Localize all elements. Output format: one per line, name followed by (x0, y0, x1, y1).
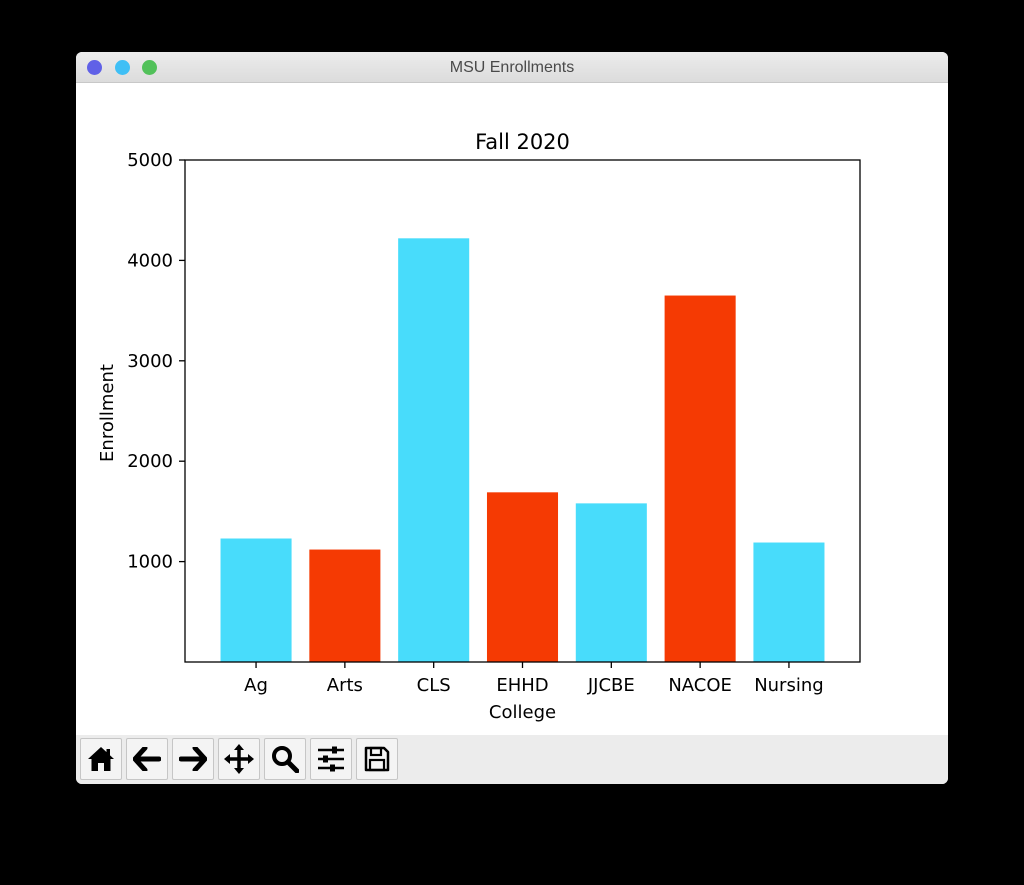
y-tick-label: 2000 (127, 451, 173, 472)
x-tick-label: JJCBE (587, 675, 635, 696)
y-tick-label: 4000 (127, 250, 173, 271)
zoom-icon (272, 746, 299, 773)
forward-button[interactable] (172, 738, 214, 780)
x-tick-label: EHHD (496, 675, 548, 696)
save-icon (364, 746, 390, 772)
x-tick-label: Ag (244, 675, 268, 696)
forward-arrow-icon (179, 747, 207, 771)
close-button[interactable] (87, 60, 102, 75)
x-axis: Ag Arts CLS EHHD JJCBE NACOE Nursing (244, 662, 824, 696)
y-tick-label: 5000 (127, 150, 173, 171)
y-tick-label: 1000 (127, 552, 173, 573)
x-tick-label: Nursing (754, 675, 824, 696)
y-tick-label: 3000 (127, 351, 173, 372)
pan-button[interactable] (218, 738, 260, 780)
home-button[interactable] (80, 738, 122, 780)
back-arrow-icon (133, 747, 161, 771)
save-button[interactable] (356, 738, 398, 780)
app-window: MSU Enrollments Fall 2020 1000 2000 3000 40… (76, 52, 948, 784)
bar-jjcbe (575, 503, 647, 662)
x-tick-label: Arts (327, 675, 363, 696)
zoom-button[interactable] (264, 738, 306, 780)
bar-arts (309, 549, 381, 662)
title-bar[interactable]: MSU Enrollments (76, 52, 948, 83)
bar-chart: Fall 2020 1000 2000 3000 4000 5000 Ag Arts CLS… (97, 130, 861, 723)
y-axis-label: Enrollment (97, 364, 118, 462)
y-axis: 1000 2000 3000 4000 5000 (127, 150, 185, 573)
bar-cls (398, 238, 470, 662)
home-icon (88, 747, 114, 771)
figure-canvas[interactable]: Fall 2020 1000 2000 3000 4000 5000 Ag Arts CLS… (76, 83, 948, 735)
bar-ag (220, 538, 292, 662)
pan-icon (224, 744, 254, 774)
bar-ehhd (486, 492, 559, 662)
bar-group (220, 238, 825, 662)
bar-nacoe (664, 295, 736, 662)
minimize-button[interactable] (115, 60, 130, 75)
x-axis-label: College (489, 702, 556, 723)
x-tick-label: CLS (417, 675, 451, 696)
x-tick-label: NACOE (668, 675, 732, 696)
maximize-button[interactable] (142, 60, 157, 75)
configure-subplots-icon (318, 746, 344, 772)
back-button[interactable] (126, 738, 168, 780)
bar-nursing (753, 542, 825, 662)
window-title: MSU Enrollments (449, 59, 575, 76)
navigation-toolbar (76, 735, 948, 784)
configure-subplots-button[interactable] (310, 738, 352, 780)
chart-title: Fall 2020 (475, 130, 570, 154)
